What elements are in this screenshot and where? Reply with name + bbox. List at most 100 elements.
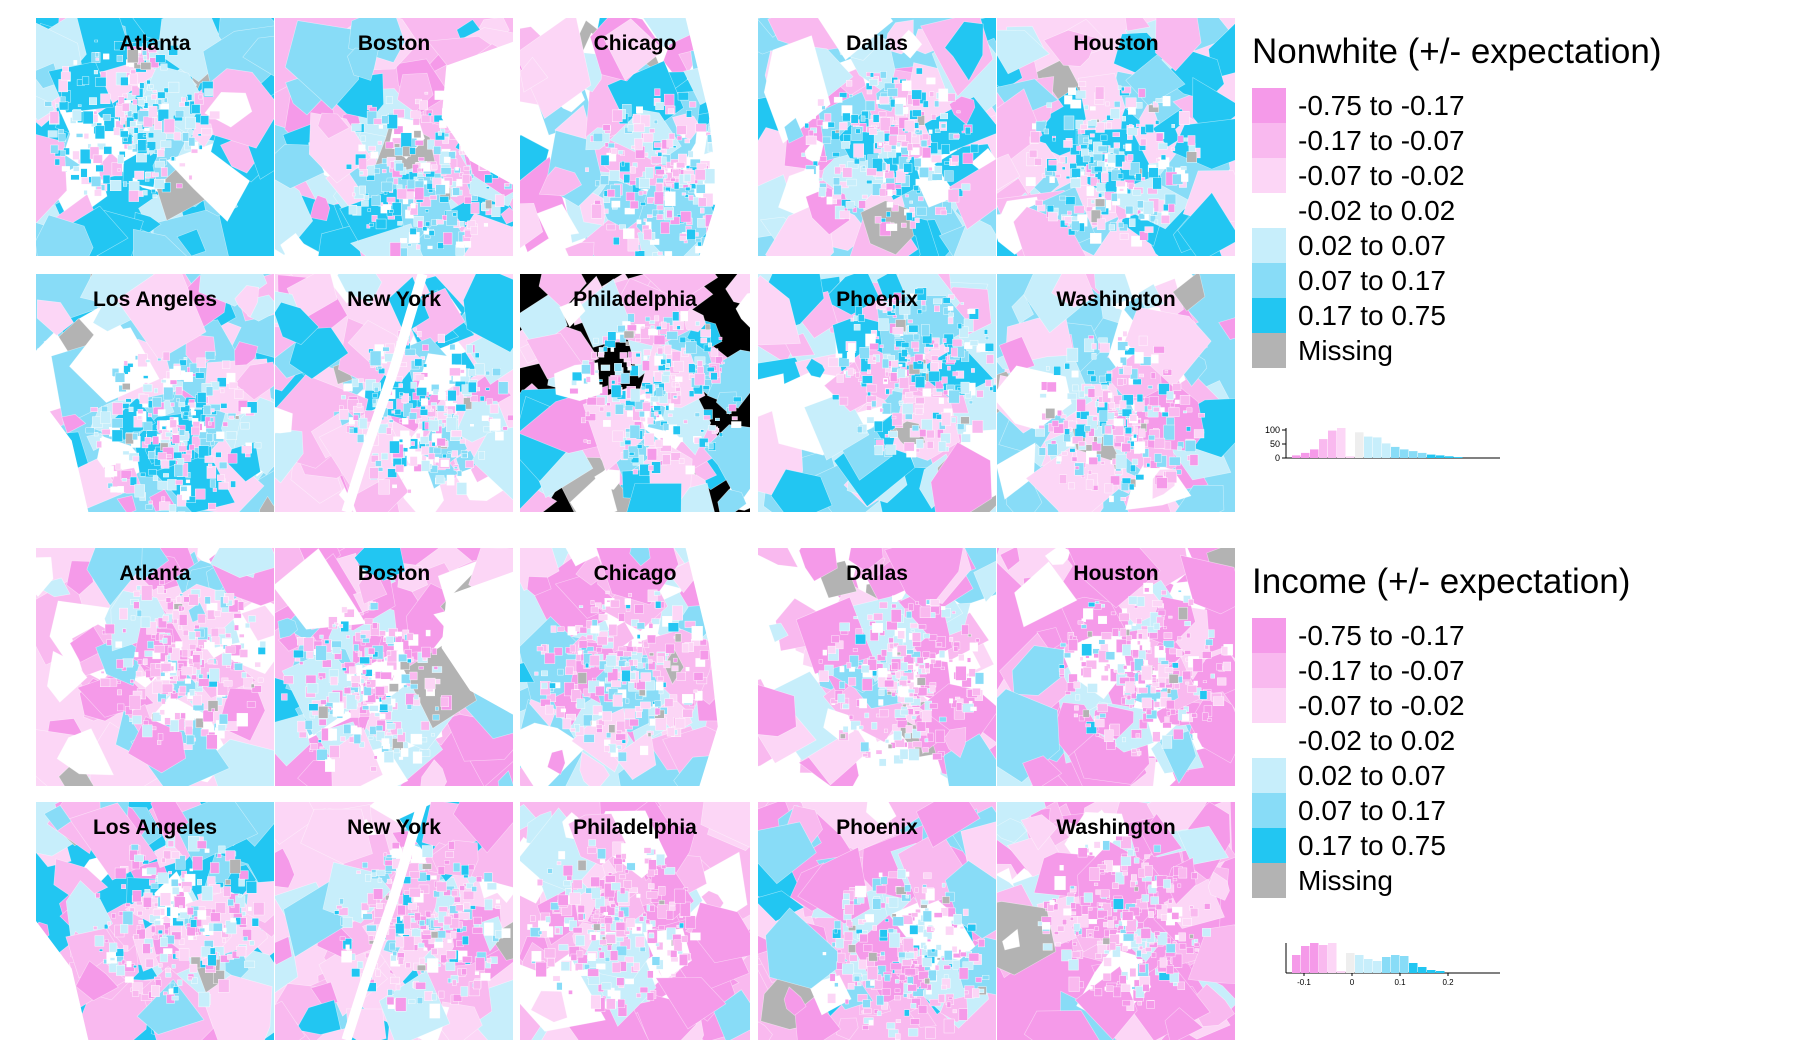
histogram-bar: [1400, 956, 1409, 973]
legend-item: -0.75 to -0.17: [1252, 88, 1772, 123]
histogram-bar: [1292, 455, 1301, 458]
city-map-panel: Dallas: [758, 548, 996, 786]
choropleth-map: [997, 802, 1235, 1040]
choropleth-map: [520, 548, 750, 786]
histogram-bar: [1337, 428, 1346, 458]
histogram-bar: [1346, 456, 1355, 458]
choropleth-map: [275, 548, 513, 786]
legend-title: Income (+/- expectation): [1252, 562, 1631, 601]
histogram-bar: [1418, 452, 1427, 458]
histogram-bar: [1409, 451, 1418, 458]
city-map-panel: Atlanta: [36, 548, 274, 786]
histogram-tick-label: 0: [1350, 978, 1355, 987]
city-label: Atlanta: [119, 562, 191, 585]
legend-label: -0.07 to -0.02: [1298, 159, 1465, 191]
legend-item: 0.07 to 0.17: [1252, 793, 1772, 828]
city-label: Washington: [1056, 816, 1176, 839]
legend-label: -0.75 to -0.17: [1298, 619, 1465, 651]
legend-swatch: [1252, 298, 1286, 333]
histogram-bar: [1319, 439, 1328, 458]
legend-swatch: [1252, 88, 1286, 123]
histogram-bar: [1310, 449, 1319, 458]
legend-swatch: [1252, 193, 1286, 228]
histogram-tick-label: 0.1: [1394, 978, 1406, 987]
city-map-panel: Washington: [997, 274, 1235, 512]
legend-title: Nonwhite (+/- expectation): [1252, 32, 1662, 71]
legend-item: 0.07 to 0.17: [1252, 263, 1772, 298]
city-map-panel: Houston: [997, 18, 1235, 256]
legend-item: 0.02 to 0.07: [1252, 228, 1772, 263]
histogram-bar: [1436, 455, 1445, 458]
choropleth-map: [520, 18, 750, 256]
legend-item: Missing: [1252, 863, 1772, 898]
legend-item: Missing: [1252, 333, 1772, 368]
histogram-bar: [1409, 963, 1418, 973]
city-map-panel: Atlanta: [36, 18, 274, 256]
histogram-tick-label: 100: [1265, 425, 1280, 435]
legend-swatch: [1252, 688, 1286, 723]
histogram-bar: [1400, 449, 1409, 458]
choropleth-map: [275, 802, 513, 1040]
histogram-tick-label: -0.1: [1297, 978, 1311, 987]
income-legend: Income (+/- expectation) -0.75 to -0.17 …: [1252, 562, 1772, 898]
city-map-panel: Dallas: [758, 18, 996, 256]
legend-item: -0.17 to -0.07: [1252, 123, 1772, 158]
legend-item: -0.02 to 0.02: [1252, 723, 1772, 758]
legend-swatch: [1252, 158, 1286, 193]
legend-swatch: [1252, 653, 1286, 688]
legend-label: -0.17 to -0.07: [1298, 654, 1465, 686]
histogram-bar: [1436, 971, 1445, 973]
legend-item: 0.17 to 0.75: [1252, 828, 1772, 863]
legend-item: -0.07 to -0.02: [1252, 158, 1772, 193]
city-map-panel: Chicago: [520, 18, 750, 256]
legend-item: -0.17 to -0.07: [1252, 653, 1772, 688]
choropleth-map: [36, 274, 274, 512]
histogram-bar: [1418, 967, 1427, 973]
legend-label: 0.07 to 0.17: [1298, 264, 1446, 296]
histogram-bar: [1301, 452, 1310, 458]
histogram-bar: [1328, 943, 1337, 973]
city-map-panel: Phoenix: [758, 274, 996, 512]
legend-label: 0.17 to 0.75: [1298, 829, 1446, 861]
city-map-panel: Chicago: [520, 548, 750, 786]
legend-swatch: [1252, 618, 1286, 653]
legend-swatch: [1252, 263, 1286, 298]
city-label: Los Angeles: [92, 288, 218, 311]
choropleth-map: [520, 802, 750, 1040]
nonwhite-histogram: 100 50 0: [1265, 425, 1500, 463]
city-label: Chicago: [593, 562, 677, 585]
choropleth-map: [275, 18, 513, 256]
histogram-tick-label: 0.2: [1442, 978, 1454, 987]
legend-item: -0.75 to -0.17: [1252, 618, 1772, 653]
choropleth-map: [758, 18, 996, 256]
choropleth-map: [997, 18, 1235, 256]
choropleth-map: [997, 548, 1235, 786]
histogram-bar: [1382, 957, 1391, 973]
legend-label: 0.17 to 0.75: [1298, 299, 1446, 331]
choropleth-map: [36, 802, 274, 1040]
legend-item: 0.02 to 0.07: [1252, 758, 1772, 793]
income-histogram: -0.1 0 0.1 0.2: [1285, 943, 1500, 987]
histogram-bar: [1292, 955, 1301, 973]
histogram-bar: [1391, 955, 1400, 973]
legend-swatch: [1252, 123, 1286, 158]
histogram-bar: [1337, 971, 1346, 973]
city-map-panel: Philadelphia: [520, 802, 750, 1040]
histogram-tick-label: 0: [1275, 453, 1280, 463]
city-map-panel: Los Angeles: [36, 802, 274, 1040]
legend-swatch: [1252, 723, 1286, 758]
legend-swatch: [1252, 333, 1286, 368]
choropleth-map: [758, 548, 996, 786]
city-label: Boston: [357, 562, 431, 585]
histogram-bar: [1382, 443, 1391, 458]
legend-label: Missing: [1298, 334, 1393, 366]
legend-swatch: [1252, 228, 1286, 263]
histogram-bar: [1301, 946, 1310, 973]
histogram-bar: [1355, 955, 1364, 973]
histogram-bar: [1364, 959, 1373, 973]
choropleth-map: [758, 274, 996, 512]
histogram-bar: [1310, 943, 1319, 973]
city-label: Boston: [357, 32, 431, 55]
legend-label: Missing: [1298, 864, 1393, 896]
city-label: Houston: [1073, 32, 1159, 55]
